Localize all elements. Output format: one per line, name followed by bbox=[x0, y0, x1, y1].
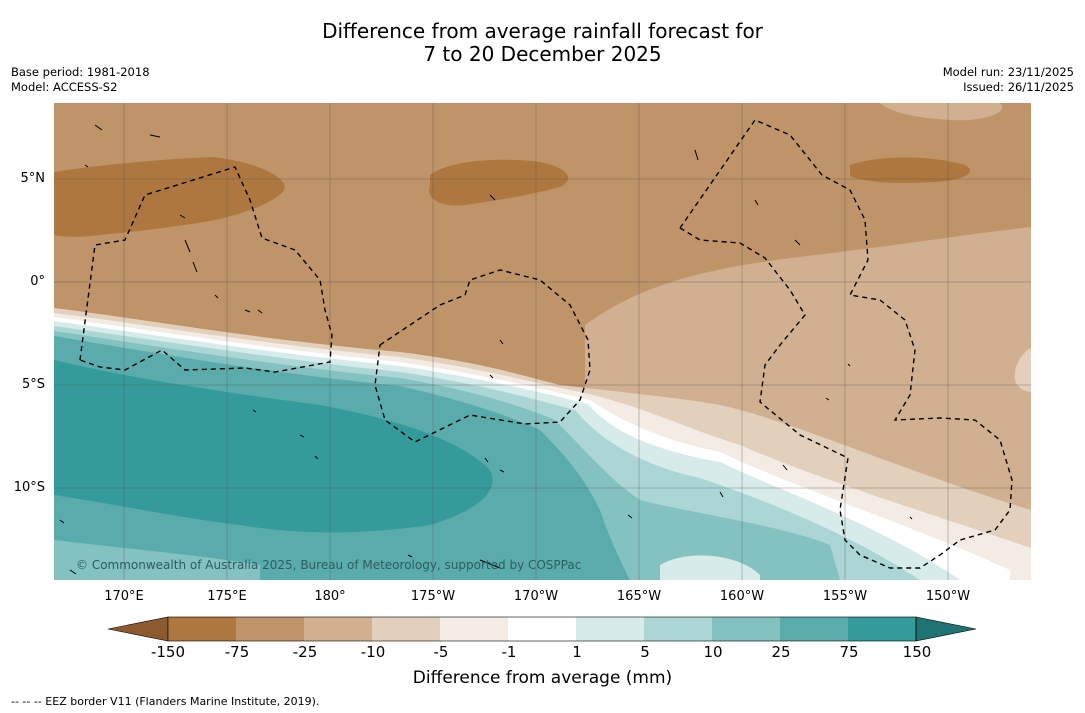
model-run: Model run: 23/11/2025 bbox=[942, 65, 1074, 79]
cbar-label-n10: -10 bbox=[360, 643, 386, 661]
cbar-label-n25: -25 bbox=[292, 643, 318, 661]
gridlines bbox=[54, 103, 1031, 580]
cbar-label-n150: -150 bbox=[150, 643, 186, 661]
lon-label-150w: 150°W bbox=[925, 589, 971, 604]
model-name: Model: ACCESS-S2 bbox=[11, 80, 118, 94]
cbar-label-5: 5 bbox=[640, 643, 650, 661]
title-line-2: 7 to 20 December 2025 bbox=[423, 42, 662, 66]
cbar-label-75: 75 bbox=[839, 643, 859, 661]
cbar-label-10: 10 bbox=[703, 643, 723, 661]
lat-label-5n: 5°N bbox=[20, 171, 46, 186]
lon-label-160w: 160°W bbox=[719, 589, 765, 604]
band-dry-25-10-ne bbox=[880, 103, 1003, 121]
lon-label-170e: 170°E bbox=[104, 589, 144, 604]
meta-right: Model run: 23/11/2025 Issued: 26/11/2025 bbox=[943, 65, 1074, 95]
lon-label-165w: 165°W bbox=[616, 589, 662, 604]
lon-label-180: 180° bbox=[314, 589, 346, 604]
meta-left: Base period: 1981-2018 Model: ACCESS-S2 bbox=[11, 65, 150, 95]
lon-label-175e: 175°E bbox=[207, 589, 247, 604]
cbar-label-25: 25 bbox=[771, 643, 791, 661]
eez-tuvalu-kiribati-west bbox=[79, 166, 333, 373]
chart-title: Difference from average rainfall forecas… bbox=[0, 20, 1085, 66]
lon-label-175w: 175°W bbox=[410, 589, 456, 604]
map-fill-layers bbox=[54, 103, 1031, 580]
cbar-label-n1: -1 bbox=[501, 643, 517, 661]
copyright-notice: © Commonwealth of Australia 2025, Bureau… bbox=[76, 558, 582, 572]
cbar-label-150: 150 bbox=[902, 643, 932, 661]
lat-label-10s: 10°S bbox=[13, 480, 45, 495]
islands bbox=[59, 124, 913, 575]
eez-tokelau bbox=[374, 269, 591, 443]
cbar-label-n75: -75 bbox=[224, 643, 250, 661]
cbar-label-n5: -5 bbox=[433, 643, 449, 661]
band-wet-5-10-island bbox=[660, 555, 760, 580]
band-dry-10-5-east bbox=[1014, 348, 1031, 392]
eez-kiribati-line bbox=[678, 119, 1013, 569]
eez-borders bbox=[79, 119, 1013, 569]
lat-label-0: 0° bbox=[30, 274, 45, 289]
lon-label-155w: 155°W bbox=[822, 589, 868, 604]
lon-label-170w: 170°W bbox=[513, 589, 559, 604]
band-wet-75-150 bbox=[54, 360, 493, 533]
title-line-1: Difference from average rainfall forecas… bbox=[322, 19, 763, 43]
eez-footnote: -- -- -- EEZ border V11 (Flanders Marine… bbox=[11, 695, 320, 708]
band-dry-150-75-central bbox=[429, 159, 569, 206]
issued-date: Issued: 26/11/2025 bbox=[963, 80, 1074, 94]
band-wet-10-25-sw bbox=[54, 540, 260, 580]
base-period: Base period: 1981-2018 bbox=[11, 65, 150, 79]
colorbar-title: Difference from average (mm) bbox=[412, 668, 673, 688]
cbar-label-1: 1 bbox=[572, 643, 582, 661]
lat-label-5s: 5°S bbox=[21, 377, 45, 392]
band-dry-150-75-east bbox=[850, 157, 971, 183]
